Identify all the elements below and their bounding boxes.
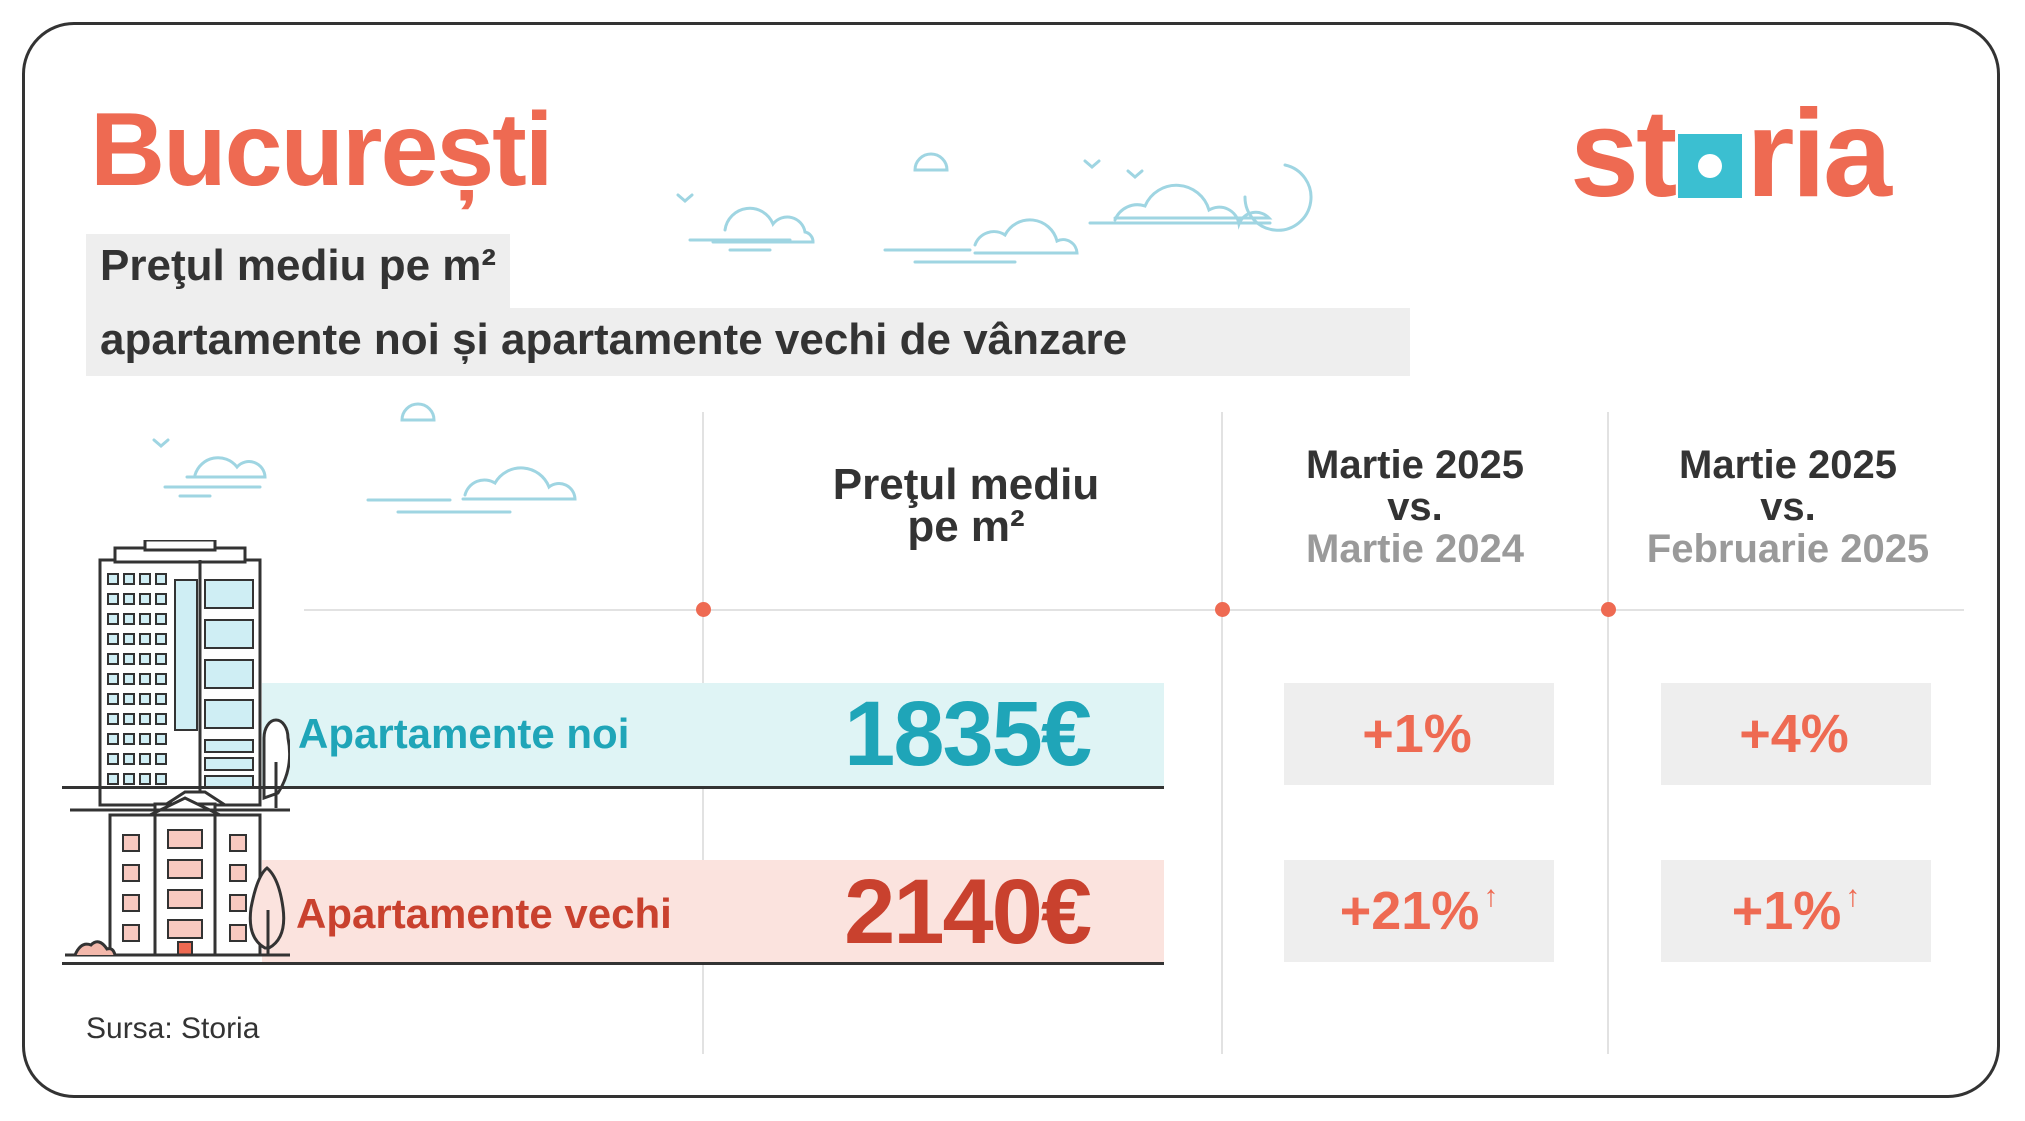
subtitle-line-1: Preţul mediu pe m² (86, 234, 511, 310)
window-shape (155, 733, 167, 745)
window-shape (139, 753, 151, 765)
mom-value-new: +4% (1739, 704, 1849, 764)
price-value-new: 1835€ (844, 683, 1092, 785)
window-shape (139, 673, 151, 685)
window-shape (139, 733, 151, 745)
page-title: București (90, 92, 554, 208)
price-header-line2: pe m² (907, 502, 1025, 551)
row-underline-new (62, 786, 1164, 789)
window-shape (107, 633, 119, 645)
window-shape (155, 753, 167, 765)
yoy-change-old: +21% ↑ (1284, 860, 1554, 962)
row-label-old: Apartamente vechi (296, 890, 672, 937)
window-shape (107, 753, 119, 765)
window-shape (139, 713, 151, 725)
window-shape (139, 633, 151, 645)
yoy-arrow-icon-old: ↑ (1483, 880, 1499, 913)
window-shape (107, 733, 119, 745)
clouds-top-icon (676, 152, 1313, 264)
window-shape (139, 653, 151, 665)
window-shape (155, 693, 167, 705)
window-shape (123, 573, 135, 585)
yoy-header-line3: Martie 2024 (1306, 527, 1524, 571)
window-shape (107, 593, 119, 605)
window-shape (139, 593, 151, 605)
logo-text-end: ria (1746, 85, 1892, 223)
window-shape (155, 653, 167, 665)
clouds-left-icon (152, 402, 577, 514)
source-note: Sursa: Storia (86, 1012, 260, 1045)
window-shape (123, 693, 135, 705)
window-shape (155, 573, 167, 585)
window-shape (107, 573, 119, 585)
yoy-value-old: +21% (1339, 881, 1480, 941)
mom-change-new: +4% (1661, 683, 1931, 785)
window-shape (107, 713, 119, 725)
window-shape (139, 573, 151, 585)
window-shape (107, 773, 119, 785)
window-shape (123, 753, 135, 765)
window-shape (123, 653, 135, 665)
window-shape (123, 713, 135, 725)
window-shape (123, 773, 135, 785)
column-divider (1221, 412, 1223, 1054)
yoy-change-new: +1% (1284, 683, 1554, 785)
header-divider (304, 609, 1964, 611)
mom-arrow-icon-old: ↑ (1845, 880, 1861, 913)
subtitle-line-2: apartamente noi și apartamente vechi de … (86, 308, 1410, 376)
mom-column-header: Martie 2025 vs. Februarie 2025 (1610, 444, 1966, 570)
window-shape (123, 633, 135, 645)
yoy-header-line2: vs. (1387, 485, 1443, 529)
buildings-icon (65, 540, 290, 957)
price-header-line1: Preţul mediu (832, 460, 1100, 509)
logo-square-icon (1678, 134, 1743, 198)
window-shape (139, 773, 151, 785)
divider-dot (1215, 602, 1230, 617)
window-shape (139, 613, 151, 625)
price-value-old: 2140€ (844, 861, 1092, 963)
storia-logo: st ria (1570, 92, 1892, 216)
yoy-header-line1: Martie 2025 (1306, 443, 1524, 487)
row-underline-old (62, 962, 1164, 965)
row-label-new: Apartamente noi (298, 710, 630, 757)
mom-header-line1: Martie 2025 (1679, 443, 1897, 487)
mom-header-line2: vs. (1760, 485, 1816, 529)
window-shape (155, 593, 167, 605)
window-shape (155, 613, 167, 625)
logo-text-start: st (1570, 85, 1677, 223)
window-shape (139, 693, 151, 705)
divider-dot (696, 602, 711, 617)
window-shape (155, 673, 167, 685)
mom-value-old: +1% (1731, 881, 1842, 941)
window-shape (123, 673, 135, 685)
window-shape (155, 713, 167, 725)
window-shape (123, 613, 135, 625)
row-band-old (262, 860, 1164, 964)
window-shape (155, 773, 167, 785)
window-shape (107, 653, 119, 665)
price-column-header: Preţul mediu pe m² (706, 460, 1226, 551)
yoy-column-header: Martie 2025 vs. Martie 2024 (1224, 444, 1606, 570)
yoy-value-new: +1% (1362, 704, 1472, 764)
window-shape (107, 693, 119, 705)
window-shape (123, 593, 135, 605)
column-divider (1607, 412, 1609, 1054)
window-shape (123, 733, 135, 745)
window-shape (107, 673, 119, 685)
divider-dot (1601, 602, 1616, 617)
window-shape (155, 633, 167, 645)
row-band-new (262, 683, 1164, 787)
mom-header-line3: Februarie 2025 (1646, 527, 1930, 571)
window-shape (107, 613, 119, 625)
mom-change-old: +1% ↑ (1661, 860, 1931, 962)
